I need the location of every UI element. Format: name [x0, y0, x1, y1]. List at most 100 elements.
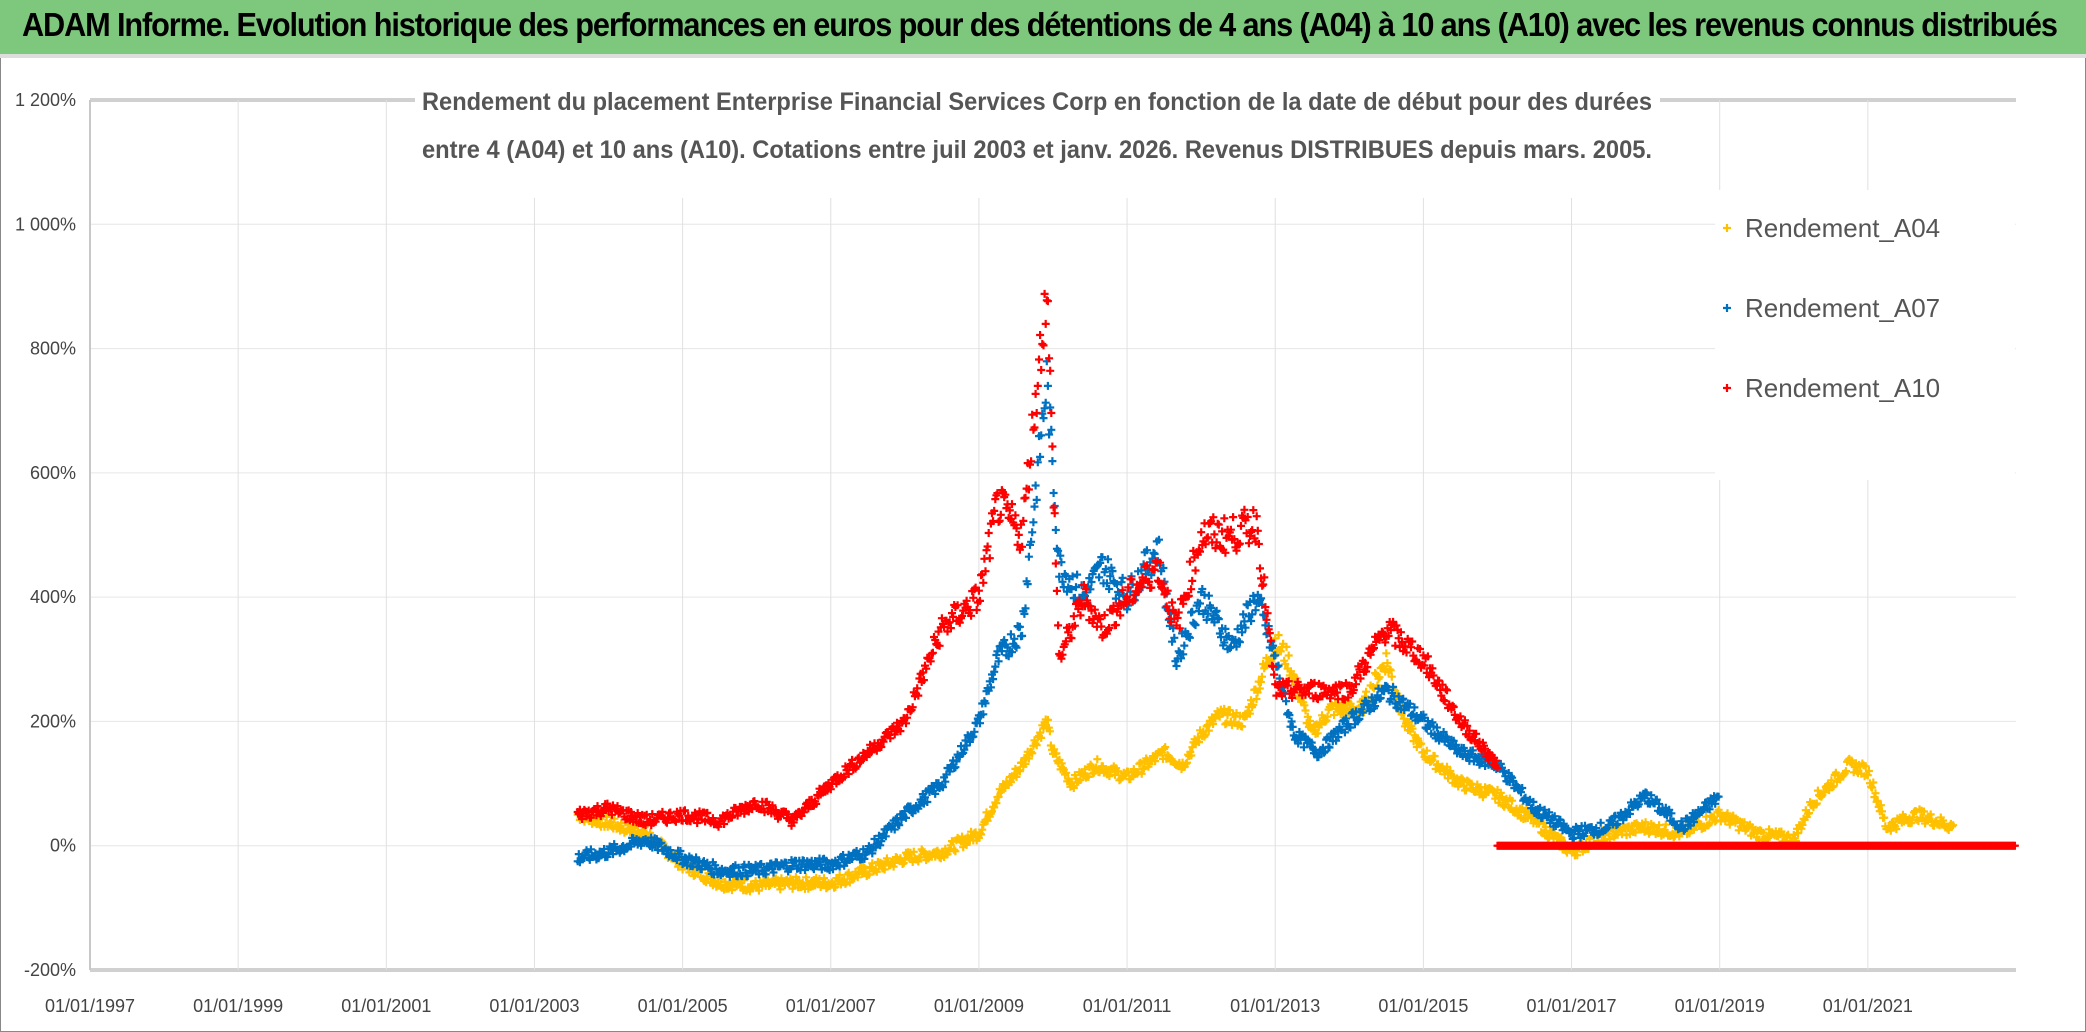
data-point-marker: [979, 710, 988, 719]
data-point-marker: [989, 675, 998, 684]
data-point-marker: [1723, 809, 1732, 818]
data-point-marker: [1438, 680, 1447, 689]
data-point-marker: [1229, 513, 1238, 522]
data-point-marker: [1396, 628, 1405, 637]
data-point-marker: [965, 737, 974, 746]
data-point-marker: [1046, 403, 1055, 412]
data-point-marker: [1241, 623, 1250, 632]
data-point-marker: [951, 847, 960, 856]
data-point-marker: [1235, 539, 1244, 548]
report-banner: ADAM Informe. Evolution historique des p…: [0, 0, 2086, 58]
data-point-marker: [1137, 769, 1146, 778]
series-Rendement_A07: [573, 357, 1723, 881]
data-point-marker: [1116, 611, 1125, 620]
data-point-marker: [1439, 728, 1448, 736]
data-point-marker: [1162, 602, 1171, 611]
legend-label: Rendement_A04: [1745, 213, 1940, 243]
data-point-marker: [1402, 648, 1411, 657]
y-tick-label: 800%: [30, 339, 76, 359]
data-point-marker: [896, 727, 905, 736]
data-point-marker: [1036, 452, 1045, 461]
data-point-marker: [720, 820, 729, 828]
data-point-marker: [1081, 765, 1089, 774]
data-point-marker: [1232, 546, 1241, 555]
data-point-marker: [965, 606, 974, 615]
data-point-marker: [1661, 820, 1670, 829]
data-point-marker: [1027, 457, 1036, 466]
data-point-marker: [1340, 728, 1349, 737]
data-point-marker: [1253, 526, 1262, 535]
data-point-marker: [1449, 703, 1458, 711]
data-point-marker: [1386, 626, 1395, 635]
data-point-marker: [994, 792, 1003, 801]
data-point-marker: [1689, 818, 1698, 827]
data-point-marker: [1055, 572, 1064, 581]
data-point-marker: [1677, 817, 1686, 826]
data-point-marker: [1557, 833, 1566, 842]
data-point-marker: [1712, 816, 1721, 825]
data-point-marker: [1423, 652, 1432, 661]
data-point-marker: [1024, 552, 1033, 561]
scatter-chart: -200% 0% 200% 400% 600% 800% 1 000% 1 200% 01/01…: [15, 78, 2019, 1016]
data-point-marker: [1777, 827, 1786, 836]
data-point-marker: [1142, 561, 1151, 570]
data-point-marker: [914, 691, 923, 700]
data-point-marker: [1641, 818, 1650, 827]
series-Rendement_A04: [573, 631, 1958, 896]
data-point-marker: [594, 816, 603, 825]
data-point-marker: [1196, 599, 1204, 608]
data-point-marker: [761, 870, 770, 879]
data-point-marker: [1440, 697, 1449, 706]
data-point-marker: [1150, 549, 1159, 558]
data-point-marker: [678, 860, 687, 869]
data-point-marker: [1568, 834, 1577, 843]
data-point-marker: [1939, 816, 1947, 825]
data-point-marker: [1264, 625, 1273, 634]
data-point-marker: [1127, 575, 1136, 584]
data-point-marker: [776, 885, 785, 894]
y-tick-label: 0%: [50, 836, 76, 856]
data-point-marker: [1028, 749, 1037, 758]
data-point-marker: [877, 743, 886, 751]
data-point-marker: [1705, 819, 1714, 828]
data-point-marker: [1861, 762, 1870, 771]
data-point-marker: [1221, 548, 1230, 557]
data-point-marker: [1218, 527, 1227, 536]
data-point-marker: [1015, 767, 1024, 776]
data-point-marker: [1496, 759, 1505, 768]
data-point-marker: [1261, 603, 1270, 612]
data-point-marker: [1106, 572, 1115, 581]
data-point-marker: [1010, 634, 1019, 643]
data-point-marker: [769, 868, 778, 877]
data-point-marker: [1051, 526, 1060, 534]
data-point-marker: [1163, 586, 1172, 595]
data-point-marker: [953, 601, 962, 610]
data-point-marker: [1820, 788, 1829, 797]
data-point-marker: [1468, 746, 1477, 755]
data-point-marker: [1170, 633, 1179, 642]
data-point-marker: [1740, 818, 1749, 827]
data-point-marker: [1054, 546, 1063, 555]
data-point-marker: [1180, 641, 1189, 650]
data-point-marker: [750, 797, 759, 806]
data-point-marker: [1188, 607, 1197, 616]
data-point-marker: [958, 611, 967, 620]
legend-label: Rendement_A07: [1745, 293, 1940, 323]
data-point-marker: [1155, 577, 1163, 586]
data-point-marker: [1172, 662, 1181, 670]
data-point-marker: [1041, 398, 1050, 407]
data-point-marker: [895, 721, 904, 730]
data-point-marker: [1037, 733, 1046, 742]
data-point-marker: [1021, 493, 1030, 502]
data-point-marker: [985, 554, 994, 563]
data-point-marker: [969, 732, 978, 741]
x-tick-label: 01/01/1997: [45, 996, 135, 1016]
data-point-marker: [983, 542, 992, 551]
data-point-marker: [890, 730, 899, 739]
data-point-marker: [1048, 457, 1057, 466]
data-point-marker: [1892, 825, 1901, 834]
data-point-marker: [1072, 583, 1080, 592]
data-point-marker: [666, 808, 675, 817]
data-point-marker: [1079, 581, 1088, 589]
data-point-marker: [1251, 606, 1260, 615]
